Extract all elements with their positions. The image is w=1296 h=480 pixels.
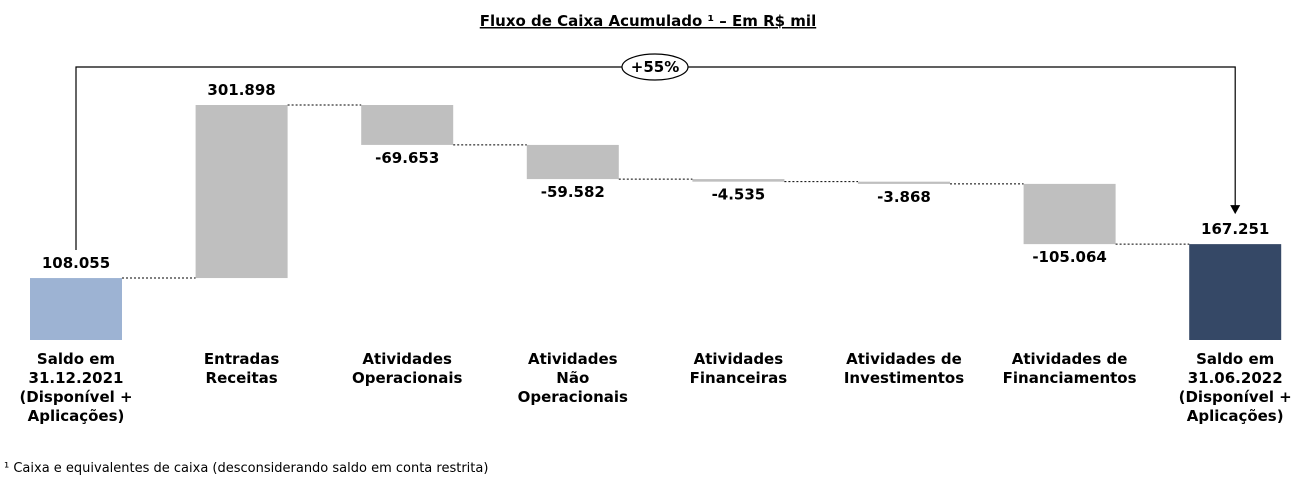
annotation: +55% [631, 58, 679, 76]
bar [30, 278, 122, 340]
value-label: 167.251 [1201, 220, 1269, 238]
value-label: 108.055 [42, 254, 110, 272]
x-tick-label: Atividades de Financiamentos [1003, 350, 1137, 387]
chart-title: Fluxo de Caixa Acumulado ¹ – Em R$ mil [480, 12, 816, 30]
x-tick-label: Atividades de Investimentos [844, 350, 964, 387]
x-tick-label: Atividades Operacionais [352, 350, 462, 387]
footnote: ¹ Caixa e equivalentes de caixa (descons… [4, 461, 488, 476]
bar [361, 105, 454, 145]
x-tick-label: Atividades Financeiras [690, 350, 788, 387]
bar [692, 179, 785, 182]
bar [526, 144, 619, 180]
value-label: 301.898 [207, 81, 275, 99]
x-tick-label: Saldo em 31.12.2021 (Disponível + Aplicaçõe… [19, 350, 132, 425]
arrow-head [1230, 205, 1241, 215]
value-label: -4.535 [712, 186, 766, 204]
value-label: -105.064 [1032, 248, 1107, 266]
bar [195, 105, 288, 279]
annotation-bubble [621, 53, 689, 81]
value-label: -3.868 [877, 188, 931, 206]
x-tick-label: Atividades Não Operacionais [518, 350, 628, 406]
x-tick-label: Saldo em 31.06.2022 (Disponível + Aplicaçõe… [1179, 350, 1292, 425]
value-label: -69.653 [375, 149, 439, 167]
bar [1023, 183, 1116, 245]
value-label: -59.582 [541, 183, 605, 201]
x-tick-label: Entradas Receitas [204, 350, 279, 387]
bar [858, 181, 950, 184]
bar [1189, 244, 1282, 340]
